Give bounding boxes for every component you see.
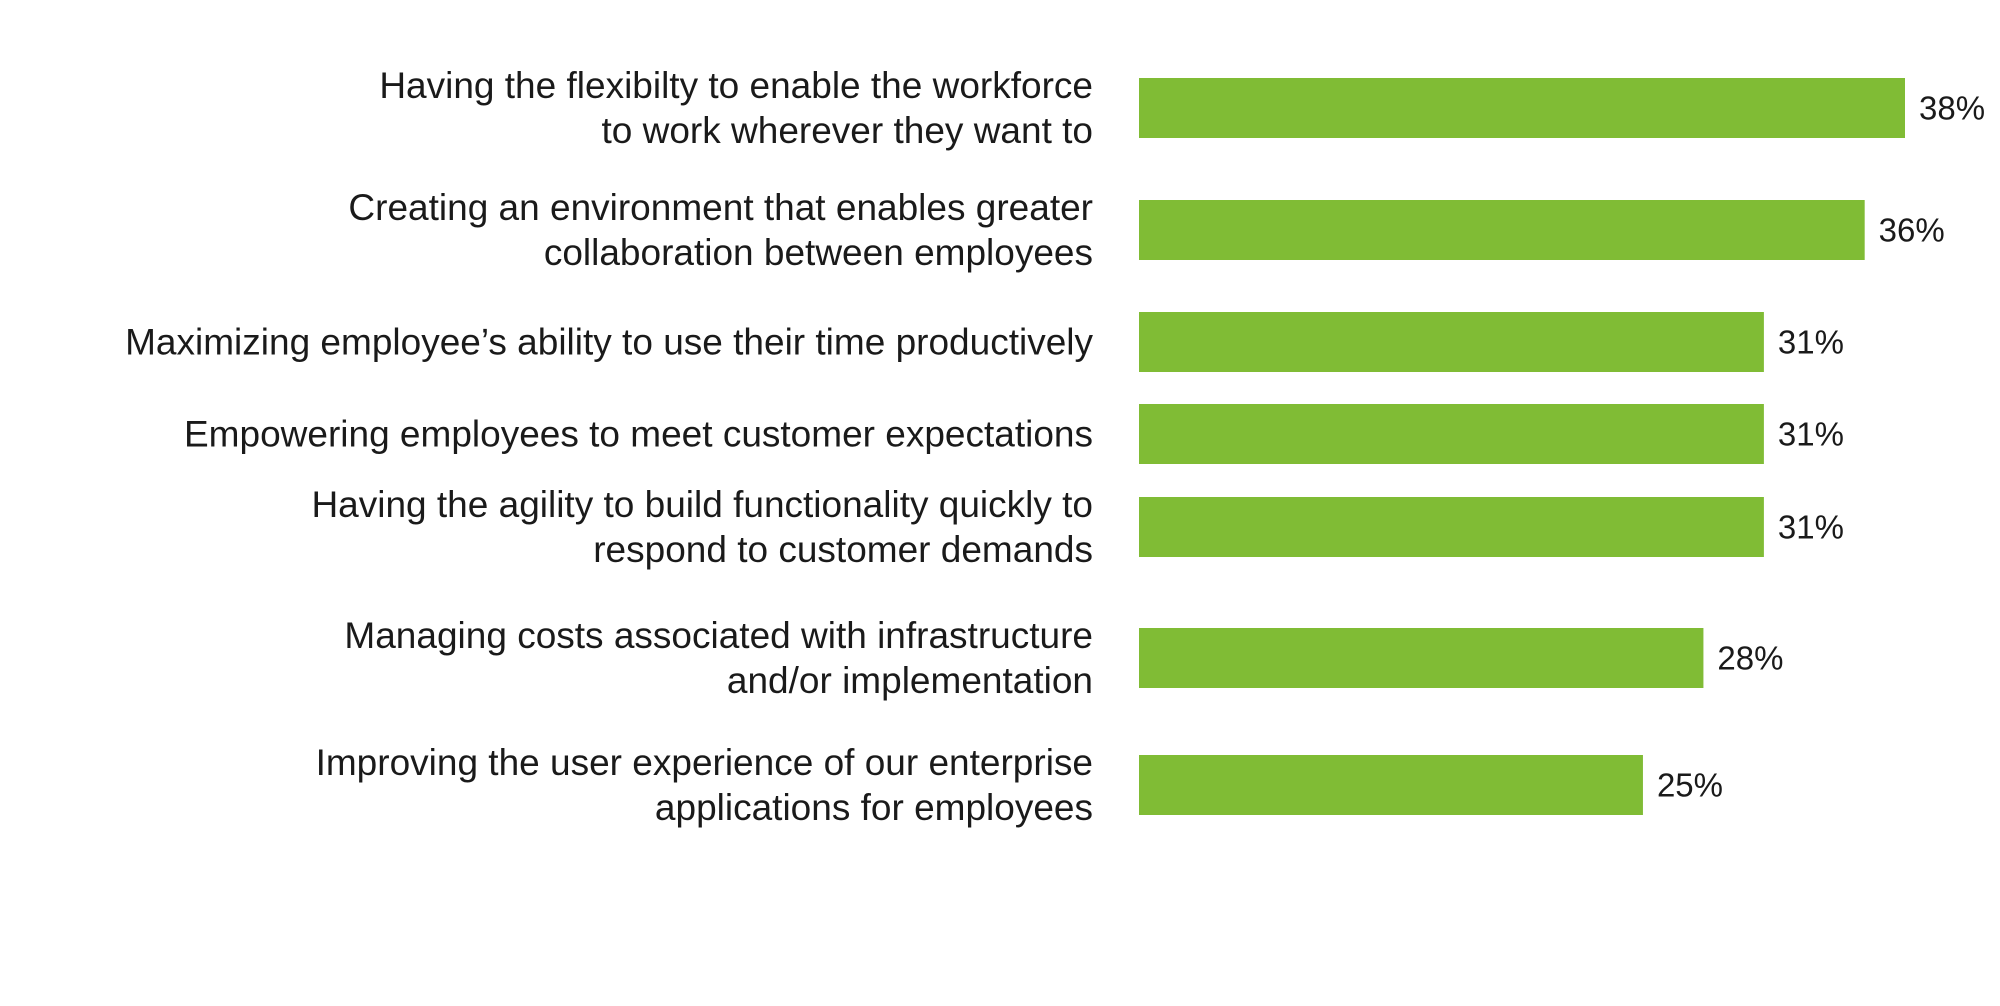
value-label-6: 28% [1717,640,1783,677]
value-label-5: 31% [1778,509,1844,546]
category-label-6: Managing costs associated with infrastru… [344,615,1093,701]
category-label-6-line-2: and/or implementation [727,660,1093,701]
bars [1139,78,1905,815]
value-label-4: 31% [1778,416,1844,453]
bar-3 [1139,312,1764,372]
category-label-7-line-2: applications for employees [655,787,1093,828]
category-label-3-line-1: Maximizing employee’s ability to use the… [125,322,1093,363]
value-label-1: 38% [1919,90,1985,127]
category-label-4: Empowering employees to meet customer ex… [184,414,1093,455]
bar-2 [1139,200,1865,260]
category-labels: Having the flexibilty to enable the work… [125,65,1093,828]
bar-7 [1139,755,1643,815]
category-label-4-line-1: Empowering employees to meet customer ex… [184,414,1093,455]
category-label-2: Creating an environment that enables gre… [348,187,1093,273]
bar-1 [1139,78,1905,138]
category-label-5-line-1: Having the agility to build functionalit… [311,484,1093,525]
bar-6 [1139,628,1704,688]
category-label-6-line-1: Managing costs associated with infrastru… [344,615,1093,656]
value-labels: 38% 36% 31% 31% 31% 28% 25% [1657,90,1985,804]
category-label-5: Having the agility to build functionalit… [311,484,1093,570]
value-label-2: 36% [1879,212,1945,249]
category-label-2-line-1: Creating an environment that enables gre… [348,187,1093,228]
bar-4 [1139,404,1764,464]
category-label-2-line-2: collaboration between employees [544,232,1093,273]
value-label-3: 31% [1778,324,1844,361]
value-label-7: 25% [1657,767,1723,804]
category-label-7: Improving the user experience of our ent… [316,742,1093,828]
bar-5 [1139,497,1764,557]
category-label-1-line-1: Having the flexibilty to enable the work… [379,65,1093,106]
category-label-1-line-2: to work wherever they want to [602,110,1094,151]
category-label-5-line-2: respond to customer demands [593,529,1093,570]
category-label-1: Having the flexibilty to enable the work… [379,65,1093,151]
category-label-7-line-1: Improving the user experience of our ent… [316,742,1093,783]
category-label-3: Maximizing employee’s ability to use the… [125,322,1093,363]
